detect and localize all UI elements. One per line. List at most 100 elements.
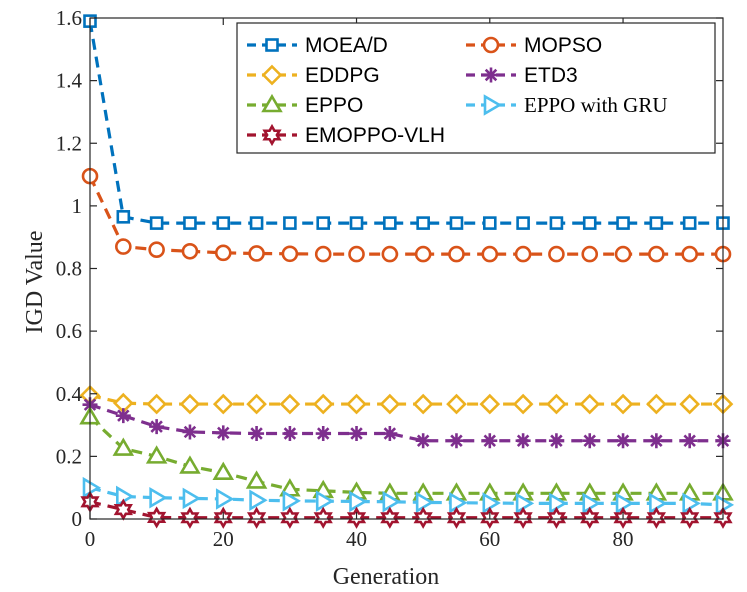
data-point-eppo-with-gru [549, 492, 568, 515]
data-point-emoppo-vlh [580, 506, 600, 529]
data-point-eddpg [312, 393, 334, 415]
data-point-mopso [414, 245, 432, 263]
data-point-moea-d [216, 216, 231, 230]
plot-area [79, 14, 735, 529]
data-point-etd3 [349, 426, 365, 442]
data-point-mopso [648, 245, 665, 263]
x-tick-label: 60 [479, 527, 500, 551]
data-point-moea-d [149, 216, 164, 230]
data-point-eppo-with-gru [249, 489, 268, 511]
legend-label: MOEA/D [305, 34, 388, 57]
data-point-moea-d [649, 216, 664, 230]
data-point-emoppo-vlh [380, 506, 400, 529]
data-point-moea-d [383, 216, 397, 230]
series-eppo-with-gru [82, 476, 735, 516]
legend: MOEA/D MOPSO EDDPG ETD3 EPPO EPPO with GRU EMO… [236, 22, 716, 154]
data-point-moea-d [349, 216, 364, 230]
data-point-eppo-with-gru [415, 491, 435, 514]
x-tick-label: 80 [613, 527, 634, 551]
legend-label: EDDPG [305, 64, 380, 87]
data-point-moea-d [283, 216, 297, 230]
data-point-mopso [681, 245, 698, 263]
data-point-eddpg [446, 393, 467, 415]
data-point-emoppo-vlh [446, 506, 467, 529]
legend-swatch-marker [261, 93, 283, 113]
data-point-etd3 [448, 433, 464, 449]
data-point-eddpg [612, 393, 634, 415]
data-point-etd3 [548, 433, 564, 449]
x-tick-label: 20 [213, 527, 234, 551]
data-point-eppo-with-gru [282, 490, 301, 512]
data-point-eddpg [246, 393, 267, 415]
data-point-etd3 [582, 433, 598, 449]
data-point-emoppo-vlh [313, 506, 333, 529]
data-point-moea-d [616, 216, 630, 230]
y-tick-label: 1.4 [56, 69, 83, 93]
legend-entry-emoppo-vlh: EMOPPO-VLH [247, 123, 445, 147]
data-point-mopso [514, 245, 532, 263]
y-tick-label: 0.2 [56, 444, 82, 468]
data-point-etd3 [149, 419, 165, 435]
data-point-eppo-with-gru [382, 491, 401, 513]
data-point-mopso [548, 245, 565, 263]
legend-label: ETD3 [524, 64, 578, 87]
legend-label: EPPO [305, 94, 363, 117]
data-point-eppo [245, 470, 268, 489]
data-point-eppo-with-gru [615, 492, 635, 515]
data-point-eddpg [179, 393, 201, 415]
data-point-eppo-with-gru [649, 492, 668, 515]
data-point-emoppo-vlh [113, 498, 133, 521]
data-point-moea-d [549, 216, 564, 230]
data-point-etd3 [382, 426, 398, 442]
data-point-mopso [581, 245, 599, 263]
data-point-eppo [145, 445, 168, 464]
data-point-moea-d [183, 216, 197, 230]
data-point-eppo-with-gru [349, 490, 368, 513]
data-point-eddpg [412, 393, 434, 415]
data-point-eddpg [146, 393, 167, 415]
data-point-mopso [448, 245, 465, 263]
series-eppo [79, 406, 734, 501]
data-point-eddpg [579, 393, 601, 415]
data-point-eppo-with-gru [215, 488, 235, 510]
data-point-emoppo-vlh [646, 506, 666, 529]
legend-swatch-marker [482, 36, 500, 54]
data-point-emoppo-vlh [280, 506, 300, 529]
legend-label: EMOPPO-VLH [305, 124, 445, 147]
data-point-moea-d [416, 216, 430, 230]
series-emoppo-vlh [80, 490, 733, 529]
data-point-eddpg [512, 393, 534, 415]
data-point-eppo-with-gru [582, 492, 601, 515]
legend-box [236, 22, 716, 154]
y-tick-label: 0.4 [56, 382, 83, 406]
y-tick-label: 0.6 [56, 319, 82, 343]
legend-label: EPPO with GRU [524, 93, 668, 117]
data-point-eddpg [679, 393, 701, 415]
data-point-eppo-with-gru [449, 491, 468, 514]
data-point-mopso [314, 245, 332, 263]
axes: 0 0.2 0.4 0.6 0.8 1 1.2 1.4 1.6 0 20 40 60 80 [56, 6, 724, 551]
data-point-etd3 [115, 408, 131, 424]
data-point-etd3 [648, 433, 664, 449]
legend-entry-eppo: EPPO [247, 93, 363, 117]
data-point-emoppo-vlh [413, 506, 433, 529]
legend-entry-eppo-with-gru: EPPO with GRU [466, 93, 668, 117]
legend-swatch-marker [262, 123, 282, 147]
data-point-mopso [381, 245, 399, 263]
data-point-mopso [481, 245, 499, 263]
data-point-moea-d [482, 216, 497, 230]
data-point-eppo-with-gru [682, 492, 701, 515]
data-point-etd3 [182, 424, 198, 440]
y-tick-label: 0 [72, 507, 83, 531]
data-point-eppo [179, 455, 201, 474]
data-point-etd3 [615, 433, 631, 449]
legend-swatch-marker [261, 64, 283, 86]
data-point-emoppo-vlh [680, 506, 700, 529]
data-point-eddpg [346, 393, 367, 415]
data-point-mopso [148, 241, 165, 259]
data-point-eppo-with-gru [182, 487, 202, 510]
data-point-mopso [281, 245, 299, 263]
data-point-eppo-with-gru [82, 476, 102, 499]
legend-entry-mopso: MOPSO [466, 34, 602, 57]
y-tick-label: 1.6 [56, 6, 82, 30]
